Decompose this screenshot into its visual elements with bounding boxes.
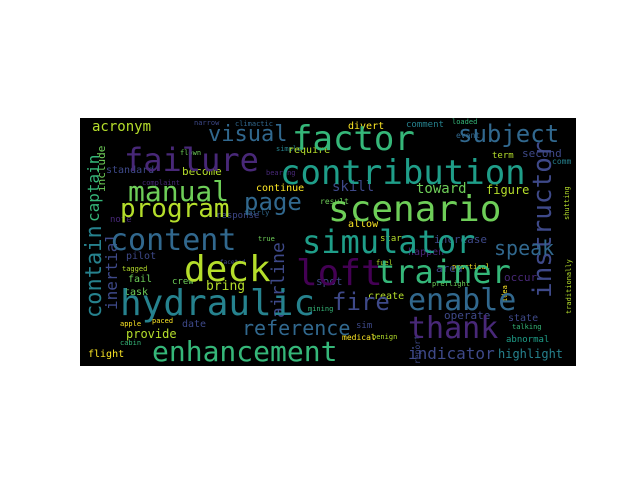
word-spot: spot [316, 275, 343, 288]
word-flight: flight [88, 349, 125, 360]
word-result: result [320, 197, 349, 206]
word-date: date [182, 319, 207, 330]
word-become: become [182, 165, 222, 178]
word-simple: simple [276, 145, 302, 153]
word-bring: bring [206, 279, 246, 294]
word-visual: visual [208, 122, 288, 147]
word-response: response [216, 211, 260, 221]
word-complaint: complaint [142, 179, 180, 187]
word-skill: skill [332, 179, 375, 195]
word-instructor: instructor [528, 141, 558, 298]
word-practical: practical [452, 263, 490, 271]
word-bearing: bearing [266, 169, 296, 177]
word-area: area [436, 262, 463, 275]
word-operate: operate [444, 309, 491, 322]
word-loaded: loaded [452, 118, 478, 126]
word-program: program [120, 194, 230, 224]
word-page: page [244, 188, 302, 216]
word-subject: subject [458, 120, 560, 148]
word-trainer: trainer [376, 253, 511, 291]
word-occur: occur [504, 271, 538, 284]
word-true: true [258, 235, 275, 243]
word-enhancement: enhancement [152, 335, 338, 366]
word-highlight: highlight [498, 347, 564, 361]
word-task: task [124, 287, 149, 298]
word-abnormal: abnormal [506, 335, 550, 345]
word-state: state [508, 313, 539, 324]
word-toward: toward [416, 181, 467, 197]
word-hydraulic: hydraulic [120, 283, 316, 324]
word-mining: mining [308, 305, 334, 313]
word-acronym: acronym [92, 119, 152, 135]
word-divert: divert [348, 121, 385, 132]
word-medical: medical [342, 333, 376, 342]
word-benign: benign [372, 333, 398, 341]
word-term: term [492, 151, 514, 161]
word-contribution: contribution [280, 153, 526, 193]
word-faceted: faceted [220, 259, 246, 266]
word-apple: apple [120, 320, 142, 328]
word-enable: enable [408, 283, 517, 318]
word-climactic: climactic [235, 120, 273, 128]
word-allow: allow [348, 219, 379, 230]
word-reference: reference [242, 316, 351, 340]
word-second: second [522, 147, 562, 160]
word-happen: happen [408, 247, 445, 258]
word-comm: comm [552, 157, 572, 166]
word-manual: manual [128, 175, 230, 208]
word-captain: captain [84, 154, 103, 222]
word-event: event [456, 131, 481, 140]
word-deck: deck [184, 249, 271, 290]
word-indicator: indicator [408, 344, 495, 363]
word-narrow: narrow [194, 119, 220, 127]
word-star: star [380, 234, 402, 244]
word-sim: sim [356, 321, 373, 331]
word-scenario: scenario [328, 189, 502, 230]
word-increase: increase [434, 233, 487, 246]
word-preflight: preflight [432, 280, 470, 288]
word-flown: flown [180, 149, 202, 157]
word-figure: figure [486, 183, 530, 197]
word-failure: failure [124, 141, 259, 179]
word-shutting: shutting [563, 186, 571, 220]
word-crew: crew [172, 277, 194, 287]
word-pilot: pilot [126, 251, 157, 262]
word-fairly: fairly [244, 209, 270, 217]
word-comment: comment [406, 120, 444, 130]
word-speak: speak [494, 236, 555, 260]
word-continue: continue [256, 183, 305, 194]
word-note: note [110, 215, 132, 225]
word-loft: loft [296, 253, 383, 294]
word-tagged: tagged [122, 265, 148, 273]
word-fire: fire [332, 288, 390, 316]
word-simulator: simulator [302, 223, 476, 261]
word-cloud: narrow climactic loaded flown simple com… [80, 118, 576, 366]
word-create: create [368, 291, 405, 302]
word-fail: fail [128, 274, 153, 285]
word-require: require [288, 145, 331, 156]
word-thank: thank [408, 311, 499, 346]
word-cabin: cabin [120, 339, 142, 347]
word-talking: talking [512, 323, 542, 331]
word-provide: provide [126, 327, 177, 341]
word-fuel: fuel [376, 259, 393, 267]
word-paced: paced [152, 317, 174, 325]
word-traditionally: traditionally [565, 259, 573, 314]
word-content: content [110, 223, 237, 258]
word-standard: standard [106, 165, 155, 176]
word-factor: factor [292, 119, 415, 159]
